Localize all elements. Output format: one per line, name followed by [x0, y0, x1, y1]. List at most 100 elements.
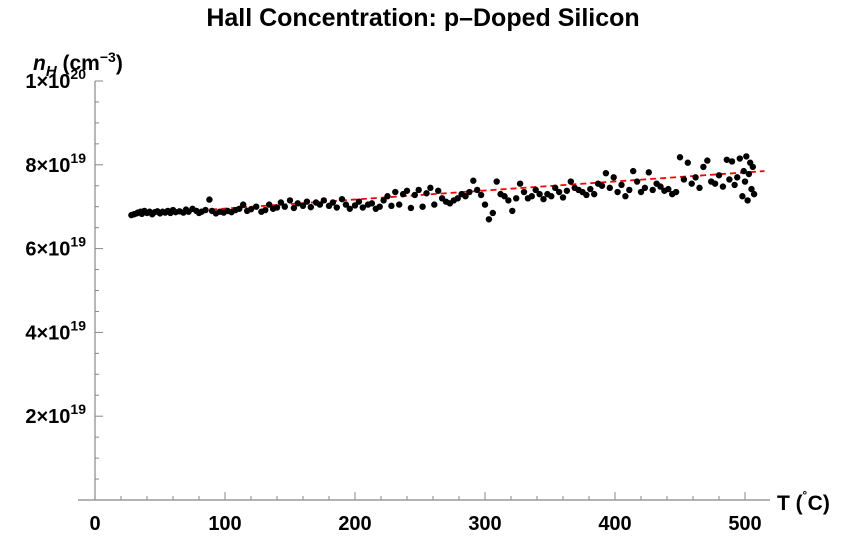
- data-point: [474, 186, 481, 194]
- data-point: [477, 191, 485, 199]
- data-point: [728, 158, 736, 165]
- data-point: [419, 203, 426, 210]
- x-tick-label: 100: [208, 513, 241, 535]
- data-point: [435, 187, 442, 194]
- y-tick-label: 2×1019: [25, 401, 86, 428]
- data-point: [602, 169, 610, 177]
- data-point: [610, 174, 617, 181]
- data-point: [567, 178, 574, 185]
- data-point: [307, 203, 314, 211]
- data-point: [427, 184, 434, 192]
- y-tick-label: 1×1020: [25, 66, 86, 93]
- data-point: [744, 197, 751, 204]
- data-point: [206, 196, 213, 203]
- y-tick-mantissa: 8: [25, 155, 36, 177]
- data-point: [741, 178, 749, 185]
- data-point: [277, 199, 285, 206]
- data-point: [715, 172, 723, 179]
- data-point: [657, 183, 664, 190]
- data-point: [540, 195, 547, 203]
- x-label-close: C): [808, 492, 830, 515]
- data-point: [548, 193, 555, 200]
- data-point: [734, 174, 741, 181]
- data-point: [665, 185, 672, 193]
- data-point: [536, 190, 543, 198]
- x-tick-label: 0: [89, 513, 100, 535]
- x-tick-label: 300: [468, 513, 501, 535]
- y-tick-exponent: 19: [70, 401, 86, 417]
- data-point: [411, 191, 418, 199]
- y-label-exponent: −3: [100, 49, 116, 65]
- x-tick-label: 400: [598, 513, 631, 535]
- data-point: [745, 170, 753, 178]
- data-point: [396, 201, 403, 208]
- y-tick-label: 8×1019: [25, 150, 86, 177]
- y-tick-exponent: 19: [70, 150, 86, 166]
- data-point: [684, 159, 691, 166]
- data-point: [423, 190, 430, 197]
- data-point: [736, 155, 743, 162]
- data-point: [726, 176, 733, 183]
- y-tick-exponent: 20: [70, 66, 86, 82]
- data-point: [338, 195, 346, 203]
- y-tick-times-ten: ×10: [36, 406, 70, 428]
- y-label-subscript: H: [46, 63, 58, 80]
- tick-group: 0 100 200 300 400 5002×10194×10196×10198×1019…: [25, 66, 761, 535]
- data-point: [731, 181, 738, 189]
- data-point: [555, 188, 563, 196]
- data-point: [342, 201, 350, 208]
- data-point: [493, 178, 500, 185]
- data-point: [454, 195, 461, 202]
- data-point: [587, 185, 594, 193]
- data-point: [290, 204, 298, 212]
- data-point: [645, 169, 652, 176]
- data-point: [700, 163, 707, 171]
- data-point: [563, 187, 571, 194]
- data-point: [637, 188, 645, 196]
- data-point: [606, 184, 613, 192]
- data-point: [266, 201, 273, 208]
- data-point: [253, 203, 260, 210]
- data-point: [346, 205, 353, 212]
- x-label-degree: ˚: [803, 490, 808, 507]
- data-point: [320, 197, 327, 204]
- y-label-close: ): [116, 52, 123, 75]
- data-point: [696, 184, 703, 192]
- data-point: [376, 203, 383, 210]
- data-point: [403, 187, 411, 194]
- y-label-symbol: n: [33, 52, 46, 75]
- data-point: [711, 180, 719, 187]
- x-axis-label: T (˚C): [777, 490, 830, 515]
- data-point: [719, 183, 727, 190]
- data-point: [466, 188, 473, 196]
- data-point: [750, 190, 758, 198]
- data-point: [262, 206, 269, 214]
- data-point: [704, 157, 711, 164]
- data-point: [431, 201, 438, 208]
- data-point: [294, 200, 301, 207]
- data-point: [316, 201, 324, 208]
- data-point: [723, 156, 730, 163]
- y-tick-exponent: 19: [70, 317, 86, 333]
- x-tick-label: 200: [338, 513, 371, 535]
- data-point: [614, 188, 621, 196]
- y-tick-times-ten: ×10: [36, 239, 70, 261]
- data-point: [485, 216, 493, 223]
- data-point: [676, 154, 684, 161]
- data-point: [583, 191, 590, 199]
- data-point: [247, 206, 255, 213]
- data-point: [692, 174, 699, 181]
- data-point: [470, 177, 477, 184]
- data-point: [333, 204, 340, 211]
- data-point: [415, 186, 422, 194]
- data-point: [509, 207, 516, 215]
- data-point: [626, 186, 633, 194]
- data-point: [618, 181, 625, 189]
- data-point: [552, 184, 559, 192]
- y-tick-mantissa: 4: [25, 322, 37, 344]
- data-point: [202, 206, 209, 214]
- data-point: [240, 201, 247, 208]
- data-point: [392, 188, 399, 196]
- data-point: [749, 163, 756, 171]
